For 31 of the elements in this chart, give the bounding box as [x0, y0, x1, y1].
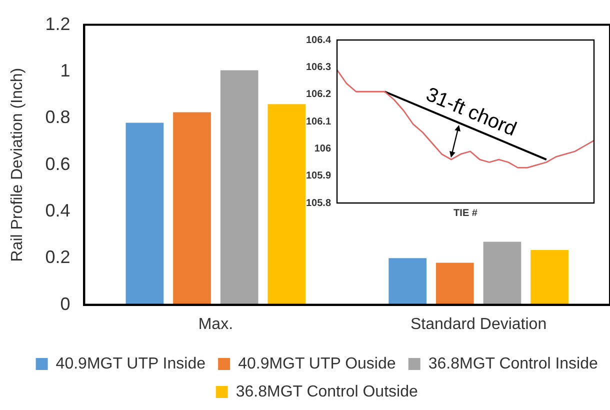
bar — [220, 70, 258, 305]
y-tick-label: 0.2 — [45, 247, 70, 268]
y-tick-label: 106.3 — [306, 62, 332, 73]
y-tick-label: 1.2 — [45, 14, 70, 34]
y-tick-label: 106 — [314, 143, 332, 154]
bar — [483, 242, 522, 305]
bar — [436, 262, 474, 305]
bar — [173, 112, 211, 305]
y-tick-label: 106.4 — [306, 34, 332, 46]
legend-label: 40.9MGT UTP Ouside — [238, 355, 396, 372]
x-tick-label: Standard Deviation — [410, 316, 547, 333]
annotation: 31-ft chord — [422, 84, 520, 141]
bar — [388, 258, 427, 305]
y-tick-label: 1 — [60, 60, 70, 80]
legend-label: 36.8MGT Control Inside — [428, 355, 598, 372]
y-tick-label: 105.8 — [306, 198, 332, 209]
y-tick-label: 0 — [60, 294, 70, 314]
y-tick-label: 0.8 — [45, 107, 70, 128]
legend-label: 36.8MGT Control Outside — [236, 383, 418, 400]
bar — [126, 122, 164, 305]
x-tick-label: Max. — [198, 316, 234, 333]
legend-label: 40.9MGT UTP Inside — [56, 355, 206, 372]
bar — [530, 250, 568, 305]
y-tick-label: 0.4 — [45, 200, 70, 220]
x-axis-title: TIE # — [454, 208, 478, 219]
y-tick-label: 105.9 — [306, 170, 332, 182]
y-tick-label: 0.6 — [45, 154, 70, 174]
y-tick-label: 106.2 — [306, 89, 332, 100]
y-axis-title: Rail Profile Deviation (Inch) — [9, 68, 26, 262]
y-tick-label: 106.1 — [306, 116, 332, 128]
bar — [268, 104, 306, 305]
